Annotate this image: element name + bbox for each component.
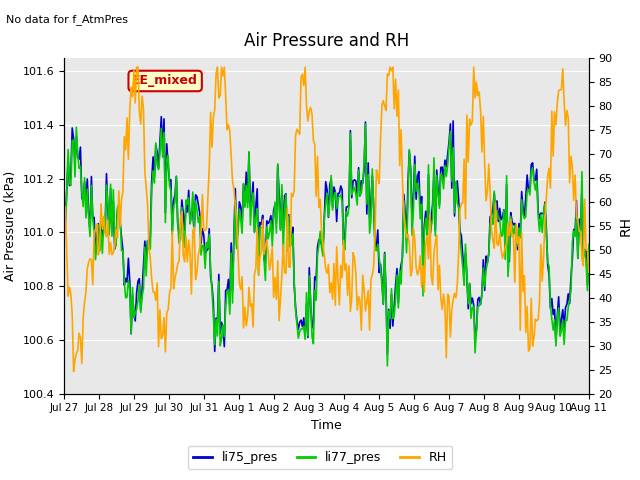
Y-axis label: RH: RH [618, 216, 632, 236]
Y-axis label: Air Pressure (kPa): Air Pressure (kPa) [4, 170, 17, 281]
Legend: li75_pres, li77_pres, RH: li75_pres, li77_pres, RH [188, 446, 452, 469]
X-axis label: Time: Time [311, 419, 342, 432]
Text: No data for f_AtmPres: No data for f_AtmPres [6, 14, 129, 25]
Text: EE_mixed: EE_mixed [132, 74, 198, 87]
Title: Air Pressure and RH: Air Pressure and RH [244, 33, 409, 50]
